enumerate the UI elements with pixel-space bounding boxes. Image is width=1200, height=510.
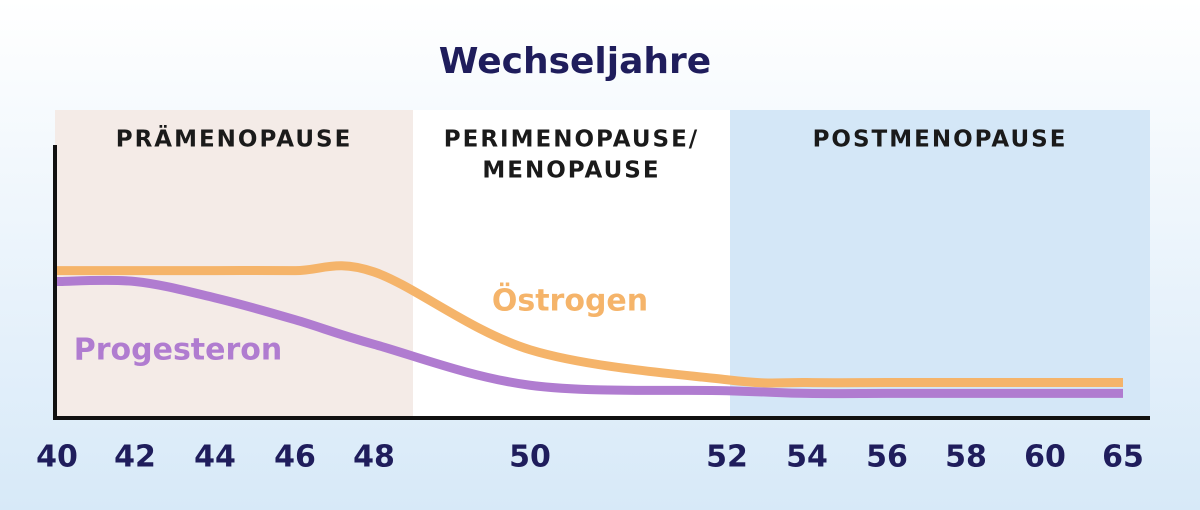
x-tick-label: 52 — [706, 440, 748, 475]
x-tick-label: 60 — [1024, 440, 1066, 475]
x-tick-label: 58 — [945, 440, 987, 475]
x-tick-label: 42 — [114, 440, 156, 475]
x-tick-label: 40 — [36, 440, 78, 475]
phase-band — [730, 110, 1150, 418]
x-tick-label: 44 — [194, 440, 236, 475]
x-tick-label: 48 — [353, 440, 395, 475]
x-tick-label: 65 — [1102, 440, 1144, 475]
x-tick-label: 50 — [509, 440, 551, 475]
chart-title: Wechseljahre — [439, 41, 711, 82]
x-tick-label: 56 — [866, 440, 908, 475]
phase-label: PERIMENOPAUSE/ — [444, 127, 699, 153]
series-line — [56, 261, 1123, 388]
phase-band — [413, 110, 730, 418]
x-tick-label: 46 — [274, 440, 316, 475]
series-label: Progesteron — [74, 333, 283, 368]
series-label: Östrogen — [492, 282, 648, 319]
x-tick-label: 54 — [786, 440, 828, 475]
phase-label: POSTMENOPAUSE — [813, 127, 1068, 153]
phase-label: MENOPAUSE — [482, 158, 660, 184]
phase-label: PRÄMENOPAUSE — [116, 125, 353, 153]
series-line — [56, 275, 1123, 399]
